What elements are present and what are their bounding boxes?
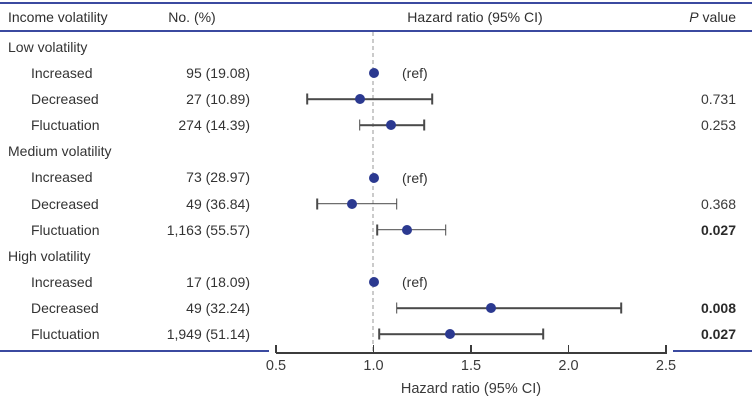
point-estimate-dot [368, 172, 379, 183]
x-tick-label: 0.5 [265, 358, 287, 374]
row-count: 49 (36.84) [186, 195, 250, 212]
column-header-income-volatility: Income volatility [8, 9, 108, 25]
section-row-high-volatility: High volatility [0, 243, 752, 269]
row-count: 95 (19.08) [186, 65, 250, 82]
x-axis-tick [567, 344, 570, 353]
point-estimate-dot [386, 120, 397, 131]
table-row-medium-fluctuation: Fluctuation 1,163 (55.57) 0.027 [0, 217, 752, 243]
point-estimate-dot [368, 276, 379, 287]
table-row-low-increased: Increased 95 (19.08) [0, 60, 752, 86]
column-header-no-percent: No. (%) [168, 9, 216, 25]
ci-cap-left [376, 224, 379, 236]
section-row-medium-volatility: Medium volatility [0, 138, 752, 164]
ci-line [307, 98, 432, 101]
header-rule [0, 30, 752, 32]
column-header-hazard-ratio: Hazard ratio (95% CI) [407, 9, 543, 25]
x-axis-tick [275, 344, 277, 353]
row-count: 49 (32.24) [186, 299, 250, 316]
row-p-value: 0.368 [700, 195, 736, 212]
x-axis-tick [665, 344, 667, 353]
section-row-low-volatility: Low volatility [0, 34, 752, 60]
point-estimate-dot [444, 329, 455, 340]
table-row-low-decreased: Decreased 27 (10.89) 0.731 [0, 86, 752, 112]
x-axis-tick [470, 344, 472, 353]
ci-cap-right [431, 93, 433, 105]
x-tick-label: 2.0 [558, 358, 579, 374]
point-estimate-dot [354, 94, 365, 105]
reference-line-hr1 [372, 32, 374, 352]
point-estimate-dot [485, 303, 496, 314]
row-label: Decreased [31, 299, 99, 316]
ci-cap-left [316, 198, 318, 210]
table-row-high-increased: Increased 17 (18.09) [0, 269, 752, 295]
p-value-rest: value [698, 9, 736, 25]
point-estimate-dot [368, 68, 379, 79]
ref-label: (ref) [402, 65, 428, 82]
ci-cap-left [306, 93, 308, 105]
ref-label: (ref) [402, 273, 428, 290]
row-p-value: 0.008 [700, 299, 736, 316]
x-axis-tick [372, 344, 375, 353]
table-row-medium-decreased: Decreased 49 (36.84) 0.368 [0, 191, 752, 217]
row-label: Increased [31, 169, 93, 186]
table-row-high-decreased: Decreased 49 (32.24) 0.008 [0, 295, 752, 321]
bottom-rule-left [0, 350, 269, 352]
ci-cap-right [396, 198, 398, 210]
ref-label: (ref) [402, 169, 428, 186]
row-label: Increased [31, 273, 93, 290]
ci-line [396, 307, 622, 309]
ci-cap-right [444, 224, 447, 236]
x-tick-label: 2.5 [655, 358, 677, 374]
ci-cap-right [542, 328, 544, 340]
table-rows: Low volatility Increased 95 (19.08) Decre… [0, 34, 752, 347]
ci-cap-right [423, 119, 425, 131]
ci-cap-left [359, 119, 361, 131]
row-count: 73 (28.97) [186, 169, 250, 186]
x-tick-label: 1.0 [363, 358, 384, 374]
x-axis-title: Hazard ratio (95% CI) [400, 381, 542, 397]
row-count: 27 (10.89) [186, 91, 250, 108]
section-label: High volatility [8, 247, 91, 264]
row-count: 1,949 (51.14) [166, 326, 250, 343]
row-count: 1,163 (55.57) [166, 221, 250, 238]
row-p-value: 0.253 [700, 117, 736, 134]
row-p-value: 0.027 [700, 221, 736, 238]
section-label: Low volatility [8, 39, 88, 55]
point-estimate-dot [401, 224, 412, 235]
ci-cap-right [620, 302, 622, 314]
ci-cap-left [396, 302, 398, 314]
ci-line [379, 333, 544, 335]
point-estimate-dot [347, 198, 358, 209]
top-rule [0, 2, 752, 4]
table-row-high-fluctuation: Fluctuation 1,949 (51.14) 0.027 [0, 321, 752, 347]
row-count: 17 (18.09) [186, 273, 250, 290]
row-label: Fluctuation [31, 326, 100, 343]
x-axis-line [276, 352, 667, 354]
bottom-rule-right [673, 350, 752, 352]
table-row-low-fluctuation: Fluctuation 274 (14.39) 0.253 [0, 112, 752, 138]
row-label: Decreased [31, 91, 99, 108]
row-count: 274 (14.39) [178, 117, 250, 134]
p-italic: P [689, 9, 699, 25]
row-label: Fluctuation [31, 117, 100, 134]
column-header-p-value: P value [689, 8, 736, 26]
section-label: Medium volatility [8, 143, 112, 160]
x-tick-label: 1.5 [460, 358, 482, 374]
row-label: Increased [31, 65, 93, 82]
table-row-medium-increased: Increased 73 (28.97) [0, 164, 752, 190]
ci-cap-left [378, 328, 381, 340]
row-p-value: 0.731 [700, 91, 736, 108]
row-label: Fluctuation [31, 221, 100, 238]
row-label: Decreased [31, 195, 99, 212]
row-p-value: 0.027 [700, 326, 736, 343]
